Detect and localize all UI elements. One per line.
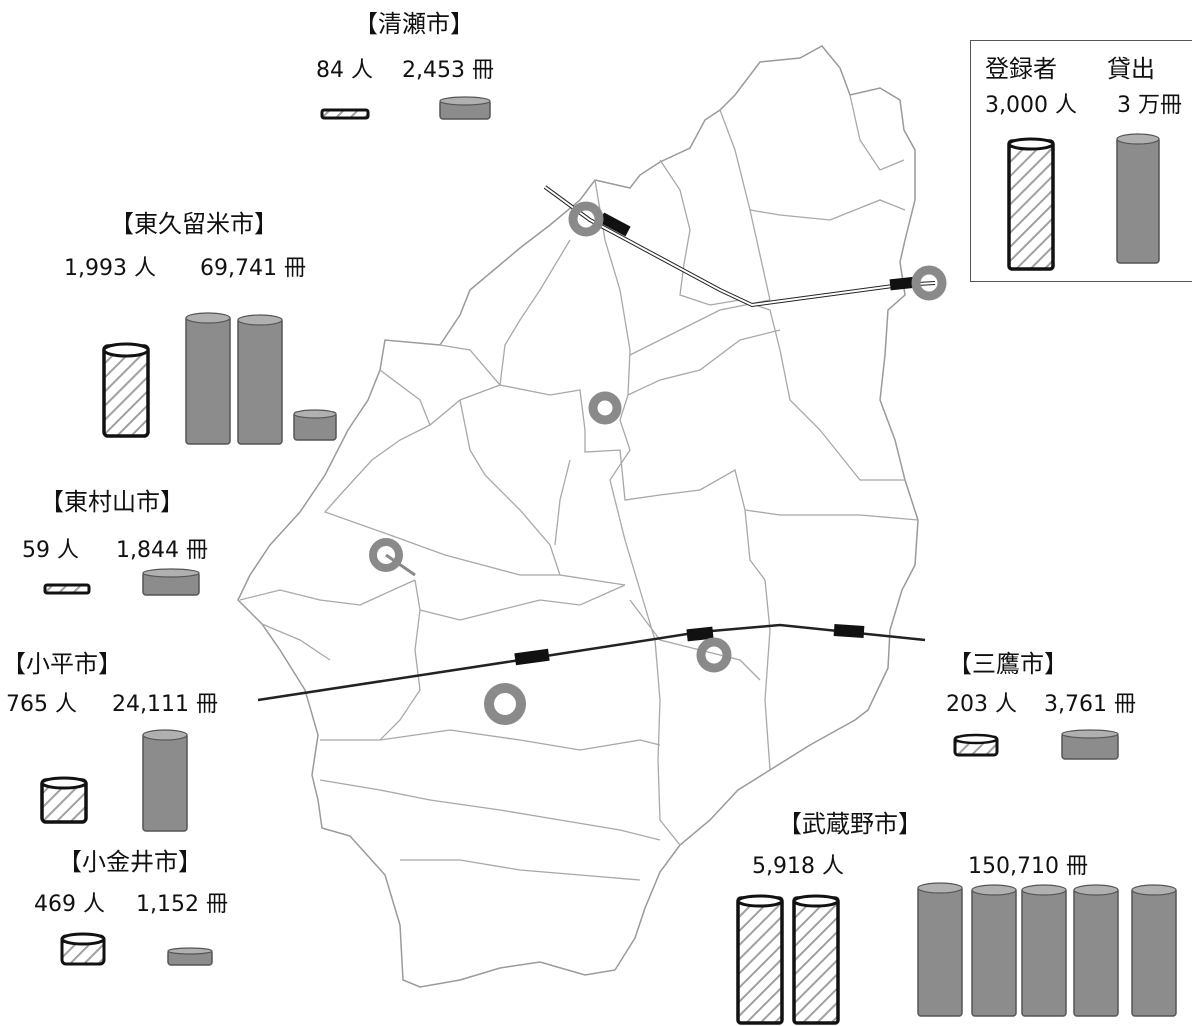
higashikurume-loans: 69,741 冊 [200,256,306,281]
library-markers [369,201,947,725]
cylinder-set-koganei [60,932,213,966]
cylinder-set-musashino [736,882,1177,1025]
city-name-kiyose: 【清瀬市】 [354,10,474,38]
koganei-registrants: 469 人 [34,892,105,917]
internal-boundaries [239,94,919,881]
cylinder-set-higashikurume [102,312,337,445]
city-boundary [237,45,919,988]
city-name-kodaira: 【小平市】 [2,650,122,678]
legend-registrants-label: 登録者 [985,55,1057,83]
cylinder-set-mitaka [953,729,1119,760]
cylinder-set-higashimurayama [43,568,200,596]
higashimurayama-registrants: 59 人 [22,538,79,563]
city-name-higashimurayama: 【東村山市】 [40,488,184,516]
library-marker-ring [696,637,732,673]
cylinder-set-kiyose [320,96,491,120]
kodaira-loans: 24,111 冊 [112,692,218,717]
legend-cylinders [1007,133,1160,271]
kiyose-loans: 2,453 冊 [402,58,494,83]
mitaka-loans: 3,761 冊 [1044,692,1136,717]
legend-registrants-unit: 3,000 人 [985,93,1077,118]
kiyose-registrants: 84 人 [316,58,373,83]
musashino-loans: 150,710 冊 [968,854,1088,879]
higashimurayama-loans: 1,844 冊 [116,538,208,563]
railway-north [543,185,936,308]
library-marker-ring [484,683,526,725]
library-marker-ring [588,391,622,425]
city-name-higashikurume: 【東久留米市】 [110,210,278,238]
legend-loans-unit: 3 万冊 [1117,93,1182,118]
library-marker-ring [369,538,403,572]
higashikurume-registrants: 1,993 人 [64,256,156,281]
city-name-musashino: 【武蔵野市】 [778,810,922,838]
musashino-registrants: 5,918 人 [752,854,844,879]
library-marker-ring [911,265,947,301]
legend-loans-label: 貸出 [1107,55,1155,83]
city-name-mitaka: 【三鷹市】 [948,650,1068,678]
mitaka-registrants: 203 人 [946,692,1017,717]
cylinder-set-kodaira [40,729,188,832]
kodaira-registrants: 765 人 [6,692,77,717]
legend: 登録者 貸出 3,000 人 3 万冊 [970,40,1192,282]
library-marker-ring [568,201,604,237]
city-name-koganei: 【小金井市】 [58,848,202,876]
railway-central [257,623,926,702]
koganei-loans: 1,152 冊 [136,892,228,917]
